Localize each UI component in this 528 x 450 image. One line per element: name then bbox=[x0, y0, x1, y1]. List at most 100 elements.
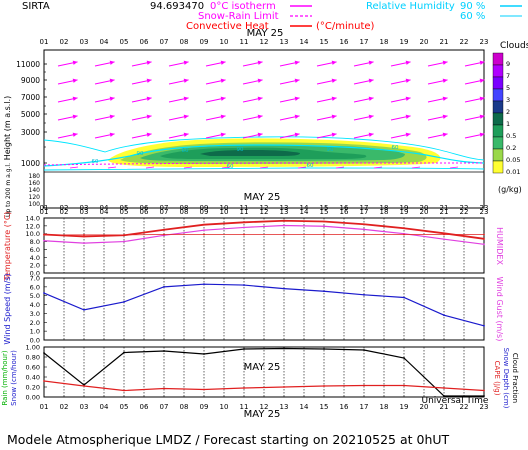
upper-top-hour-04: 04 bbox=[100, 38, 109, 46]
upper-top-hour-06: 06 bbox=[140, 38, 149, 46]
wind-arrow-head-50 bbox=[146, 132, 152, 137]
upper-bottom-hour-03: 03 bbox=[80, 208, 89, 216]
wind-ytick-7.0: 7.0 bbox=[30, 275, 40, 283]
upper-ylabel-low: Up to 200 m a.g.l. bbox=[5, 163, 12, 217]
wind-gust-ylabel: Wind Gust (m/s) bbox=[495, 277, 504, 342]
wind-arrow-head-1 bbox=[109, 60, 115, 65]
temp-point-0-4 bbox=[203, 223, 205, 226]
temp-point-1-4 bbox=[203, 229, 205, 232]
wind-arrow-head-18 bbox=[294, 78, 300, 83]
lower-bottom-hour-21: 21 bbox=[440, 403, 449, 411]
wind-arrow-head-27 bbox=[183, 96, 189, 101]
isotherm-line bbox=[43, 162, 484, 166]
rh-label-2: 60 bbox=[182, 148, 189, 154]
rain-point-1-3 bbox=[163, 387, 165, 390]
header: SIRTA 94.693470 0°C isotherm Snow-Rain L… bbox=[22, 1, 522, 32]
wind-arrow-head-21 bbox=[405, 78, 411, 83]
legend-rh-90: 90 % bbox=[460, 1, 485, 12]
temp-ylabel: Temperature (°C) bbox=[3, 211, 12, 281]
rain-point-0-0 bbox=[43, 352, 45, 354]
wind-arrow-head-39 bbox=[183, 114, 189, 119]
temp-point-0-1 bbox=[83, 235, 85, 238]
lower-top-hour-06: 06 bbox=[140, 204, 149, 212]
wind-ytick-5.0: 5.0 bbox=[30, 292, 40, 300]
lower-bottom-hour-07: 07 bbox=[160, 403, 169, 411]
rain-series-cape bbox=[43, 380, 485, 392]
upper-top-hour-10: 10 bbox=[220, 38, 229, 46]
wind-arrow-head-36 bbox=[72, 114, 78, 119]
lower-top-hour-12: 12 bbox=[260, 204, 269, 212]
wind-arrow-head-6 bbox=[294, 60, 300, 65]
upper-bottom-hour-16: 16 bbox=[340, 208, 349, 216]
temp-point-0-9 bbox=[403, 227, 405, 230]
temp-point-0-5 bbox=[243, 221, 245, 224]
rain-ytick-1.00: 1.00 bbox=[26, 344, 40, 352]
lower-top-hour-21: 21 bbox=[440, 204, 449, 212]
wind-arrow-head-11 bbox=[479, 60, 485, 65]
wind-arrow-head-44 bbox=[368, 114, 374, 119]
wind-point-0-10 bbox=[443, 314, 445, 317]
lower-height-tick-120: 120 bbox=[29, 194, 41, 201]
rain-ytick-0.60: 0.60 bbox=[26, 364, 40, 372]
upper-top-hour-13: 13 bbox=[280, 38, 289, 46]
wind-point-0-7 bbox=[323, 290, 325, 293]
wind-arrow-head-10 bbox=[442, 60, 448, 65]
legend-convective-unit: (°C/minute) bbox=[316, 21, 375, 32]
wind-arrow-head-4 bbox=[220, 60, 226, 65]
wind-arrow-head-43 bbox=[331, 114, 337, 119]
upper-bottom-hour-19: 19 bbox=[400, 208, 409, 216]
colorbar-label-0.5: 0.5 bbox=[506, 132, 516, 140]
rain-point-1-7 bbox=[323, 385, 325, 387]
upper-ytick-11000: 11000 bbox=[16, 60, 40, 69]
upper-ytick-5000: 5000 bbox=[21, 110, 40, 119]
wind-arrow-head-5 bbox=[257, 60, 263, 65]
rain-point-1-6 bbox=[283, 386, 285, 388]
lower-bottom-hour-17: 17 bbox=[360, 403, 369, 411]
wind-arrow-head-59 bbox=[479, 132, 485, 137]
wind-arrow-head-52 bbox=[220, 132, 226, 137]
wind-arrow-head-20 bbox=[368, 78, 374, 83]
wind-arrow-head-49 bbox=[109, 132, 115, 137]
colorbar-cell-2 bbox=[492, 76, 504, 90]
wind-arrow-head-48 bbox=[72, 132, 78, 137]
upper-top-hour-01: 01 bbox=[40, 38, 49, 46]
rain-ytick-0.80: 0.80 bbox=[26, 354, 40, 362]
lower-date-label-top: MAY 25 bbox=[244, 192, 281, 203]
lower-bottom-hour-12: 12 bbox=[260, 403, 269, 411]
rh-contour-labels: 60 90 60 90 90 60 60 60 bbox=[92, 145, 399, 170]
wind-arrow-head-28 bbox=[220, 96, 226, 101]
wind-arrow-head-35 bbox=[479, 96, 485, 101]
upper-top-hour-03: 03 bbox=[80, 38, 89, 46]
wind-arrow-head-42 bbox=[294, 114, 300, 119]
upper-plot-frame bbox=[43, 49, 485, 209]
wind-arrow-head-7 bbox=[331, 60, 337, 65]
temp-point-1-11 bbox=[483, 243, 485, 246]
rain-point-0-4 bbox=[203, 353, 205, 355]
temp-point-1-0 bbox=[43, 239, 45, 242]
upper-ylabel: Height (m a.s.l.) bbox=[3, 96, 12, 161]
temp-point-1-8 bbox=[363, 228, 365, 231]
temp-ytick-10.0: 10.0 bbox=[26, 230, 40, 238]
temp-point-2-4 bbox=[203, 233, 205, 236]
wind-arrow-low-7 bbox=[335, 166, 345, 169]
colorbar-label-3: 3 bbox=[506, 96, 510, 104]
colorbar-cell-0 bbox=[492, 52, 504, 66]
colorbar-cell-8 bbox=[492, 148, 504, 162]
lower-bottom-hour-16: 16 bbox=[340, 403, 349, 411]
wind-arrow-head-3 bbox=[183, 60, 189, 65]
temp-ylabel-right: HUMIDEX bbox=[495, 227, 504, 265]
temp-ytick-4.0: 4.0 bbox=[30, 254, 40, 262]
colorbar-cell-7 bbox=[492, 136, 504, 150]
upper-bottom-hour-04: 04 bbox=[100, 208, 109, 216]
upper-top-hour-19: 19 bbox=[400, 38, 409, 46]
wind-arrow-head-56 bbox=[368, 132, 374, 137]
upper-bottom-hour-18: 18 bbox=[380, 208, 389, 216]
wind-ytick-1.0: 1.0 bbox=[30, 328, 40, 336]
lower-height-tick-160: 160 bbox=[29, 180, 41, 187]
rh-label-4: 90 bbox=[327, 147, 334, 153]
colorbar-cell-4 bbox=[492, 100, 504, 114]
temp-point-2-7 bbox=[323, 233, 325, 236]
lower-bottom-hour-03: 03 bbox=[80, 403, 89, 411]
lower-bottom-hour-23: 23 bbox=[480, 403, 489, 411]
